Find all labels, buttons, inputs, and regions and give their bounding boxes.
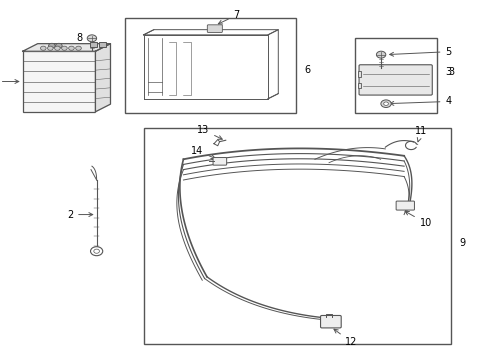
FancyBboxPatch shape xyxy=(358,65,431,95)
Bar xyxy=(354,38,436,113)
Circle shape xyxy=(76,46,81,50)
FancyBboxPatch shape xyxy=(213,158,226,165)
FancyBboxPatch shape xyxy=(207,25,222,32)
FancyBboxPatch shape xyxy=(395,201,414,210)
Text: 14: 14 xyxy=(191,146,215,159)
Circle shape xyxy=(68,46,74,50)
Circle shape xyxy=(383,102,387,105)
Bar xyxy=(89,42,97,47)
Text: 3: 3 xyxy=(445,67,450,77)
Bar xyxy=(357,83,361,89)
Circle shape xyxy=(48,43,55,48)
Text: 11: 11 xyxy=(414,126,427,142)
Bar xyxy=(357,71,361,77)
Circle shape xyxy=(47,46,53,50)
Circle shape xyxy=(55,46,60,50)
Text: 9: 9 xyxy=(459,238,465,248)
Polygon shape xyxy=(22,44,110,51)
Circle shape xyxy=(376,51,385,58)
Text: 1: 1 xyxy=(0,77,19,86)
Text: 2: 2 xyxy=(67,210,93,220)
Circle shape xyxy=(41,46,46,50)
Circle shape xyxy=(90,247,102,256)
Bar xyxy=(143,128,450,344)
Text: 4: 4 xyxy=(389,96,450,107)
Circle shape xyxy=(94,249,99,253)
Text: 6: 6 xyxy=(304,65,310,75)
Bar xyxy=(22,51,95,112)
Circle shape xyxy=(56,43,62,48)
Polygon shape xyxy=(95,44,110,112)
Bar xyxy=(99,42,106,47)
Circle shape xyxy=(87,35,97,42)
Text: 8: 8 xyxy=(76,33,93,43)
Text: 3: 3 xyxy=(439,67,454,77)
Text: 10: 10 xyxy=(404,211,431,228)
Text: 7: 7 xyxy=(218,10,240,24)
Text: 5: 5 xyxy=(389,47,451,57)
Circle shape xyxy=(61,46,67,50)
FancyBboxPatch shape xyxy=(320,315,341,328)
Text: 12: 12 xyxy=(333,329,357,347)
Text: 13: 13 xyxy=(197,125,222,139)
Circle shape xyxy=(380,100,390,108)
Bar xyxy=(124,18,296,113)
